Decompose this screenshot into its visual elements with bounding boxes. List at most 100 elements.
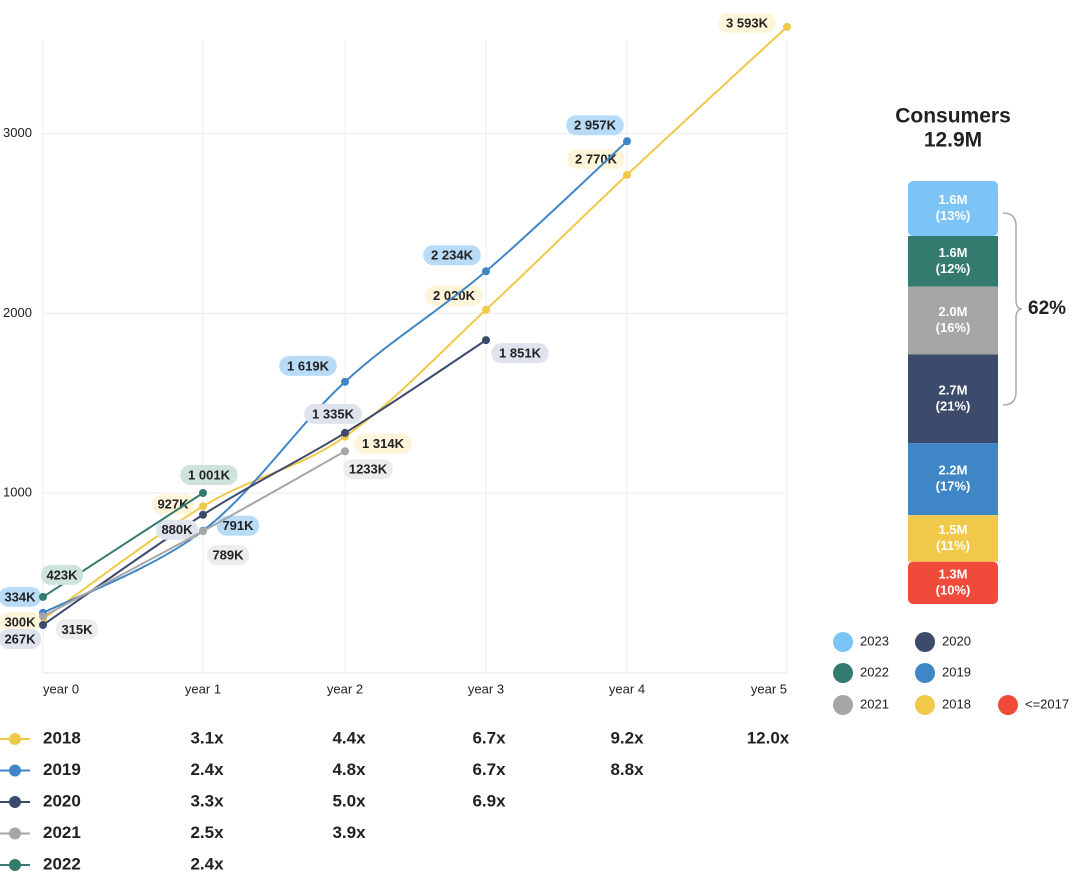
point — [39, 612, 47, 621]
segment-share: (11%) — [936, 538, 970, 553]
legend-label: 2020 — [43, 791, 81, 810]
value-label-bg — [343, 459, 393, 480]
y-tick-label: 1000 — [3, 485, 32, 500]
growth-value: 12.0x — [747, 728, 790, 747]
point — [39, 620, 47, 629]
bar-segment — [908, 561, 998, 604]
value-label: 300K — [4, 614, 36, 629]
legend-label: 2023 — [860, 633, 889, 648]
value-label: 1 314K — [362, 436, 405, 451]
legend-label: 2019 — [43, 760, 81, 779]
legend-label: 2022 — [860, 664, 889, 679]
value-label: 267K — [4, 631, 36, 646]
growth-value: 2.4x — [190, 854, 224, 873]
value-label: 423K — [46, 567, 78, 582]
point — [482, 305, 490, 314]
value-label-bg — [206, 545, 250, 566]
value-label: 1 619K — [287, 358, 330, 373]
bracket-label: 62% — [1028, 298, 1066, 319]
value-label: 1233K — [349, 462, 388, 477]
series-line — [42, 140, 628, 614]
legend-label: 2018 — [43, 728, 81, 747]
y-tick-label: 3000 — [3, 125, 32, 140]
legend-marker — [9, 796, 21, 808]
segment-value: 2.7M — [939, 382, 968, 397]
value-label-bg — [423, 245, 481, 266]
growth-value: 3.1x — [190, 728, 224, 747]
bar-segment — [908, 515, 998, 562]
legend-label: 2021 — [860, 696, 889, 711]
growth-value: 5.0x — [332, 791, 366, 810]
point — [623, 137, 631, 146]
x-tick-label: year 3 — [468, 681, 504, 696]
legend-marker — [9, 859, 21, 871]
legend-marker — [9, 764, 21, 777]
legend-marker — [833, 663, 853, 683]
legend-marker — [833, 632, 853, 652]
x-tick-label: year 0 — [43, 681, 79, 696]
point — [783, 22, 791, 31]
value-label-bg — [0, 628, 42, 649]
growth-value: 2.5x — [190, 823, 224, 842]
value-label: 1 001K — [188, 467, 231, 482]
growth-value: 6.7x — [472, 760, 506, 779]
bracket — [1002, 212, 1023, 406]
value-label: 1 851K — [499, 346, 542, 361]
series-line — [42, 492, 204, 598]
growth-value: 9.2x — [610, 728, 644, 747]
value-label-bg — [718, 12, 776, 33]
value-label-bg — [279, 355, 337, 376]
point — [199, 488, 207, 497]
bar-segment — [908, 235, 998, 287]
segment-share: (13%) — [936, 208, 971, 223]
segment-value: 1.5M — [939, 522, 968, 537]
point — [482, 267, 490, 276]
point — [482, 336, 490, 345]
value-label: 1 335K — [312, 406, 355, 421]
point — [341, 447, 349, 456]
legend-label: 2022 — [43, 854, 81, 873]
growth-value: 6.9x — [472, 791, 506, 810]
legend-marker — [9, 827, 21, 840]
value-label-bg — [354, 433, 412, 454]
point — [623, 170, 631, 179]
growth-value: 4.8x — [332, 760, 366, 779]
bar-segment — [908, 443, 998, 516]
value-label: 791K — [222, 518, 254, 533]
value-label: 2 957K — [574, 118, 617, 133]
point — [199, 527, 207, 536]
growth-value: 3.9x — [332, 823, 366, 842]
value-label-bg — [566, 115, 624, 136]
growth-value: 3.3x — [190, 791, 224, 810]
segment-share: (17%) — [936, 479, 971, 494]
value-label-bg — [216, 515, 260, 536]
legend-marker — [833, 695, 853, 715]
x-tick-label: year 2 — [327, 681, 363, 696]
legend-marker — [915, 663, 935, 683]
growth-value: 2.4x — [190, 760, 224, 779]
legend-label: 2021 — [43, 823, 81, 842]
legend-label: 2020 — [942, 633, 971, 648]
value-label-bg — [155, 519, 199, 540]
value-label-bg — [40, 564, 84, 585]
growth-value: 6.7x — [472, 728, 506, 747]
legend-marker — [915, 632, 935, 652]
legend-marker — [915, 695, 935, 715]
segment-value: 1.6M — [939, 245, 968, 260]
bar-segment — [908, 354, 998, 444]
value-label-bg — [0, 586, 42, 607]
series-line — [42, 26, 788, 620]
value-label: 789K — [212, 548, 244, 563]
segment-value: 2.0M — [939, 304, 968, 319]
series-line — [42, 339, 487, 626]
value-label: 315K — [61, 622, 93, 637]
value-label-bg — [491, 343, 549, 364]
point — [199, 510, 207, 519]
value-label-bg — [55, 619, 99, 640]
segment-value: 1.6M — [939, 192, 968, 207]
value-label: 3 593K — [726, 15, 769, 30]
x-tick-label: year 1 — [185, 681, 221, 696]
point — [199, 502, 207, 511]
value-label-bg — [567, 148, 625, 169]
bar-segment — [908, 181, 998, 236]
